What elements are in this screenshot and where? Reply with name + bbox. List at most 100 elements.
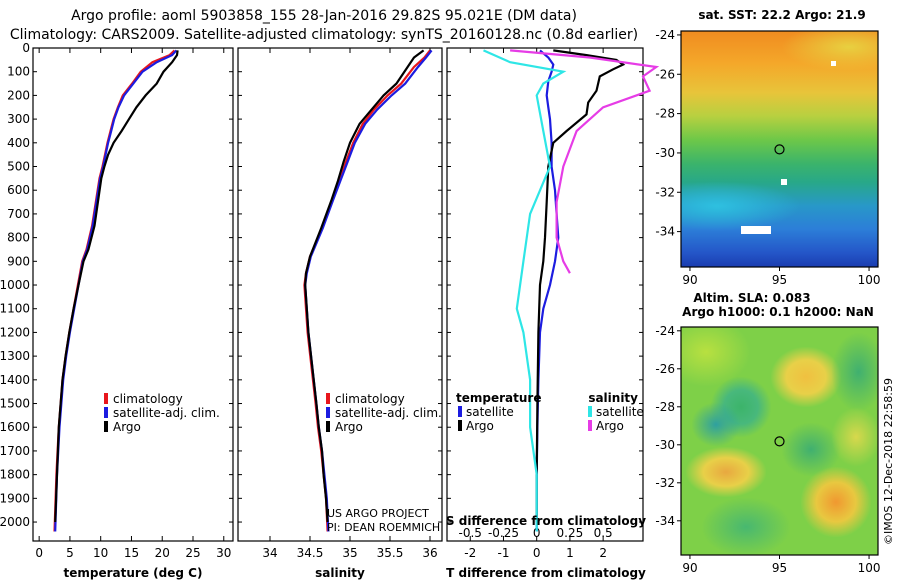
- x-tick-label: -2: [464, 546, 476, 560]
- map-y-tick-label: -30: [655, 438, 675, 452]
- x2-tick-label: -0.5: [459, 526, 482, 540]
- sla-map-image: [681, 327, 878, 555]
- x-tick-label: 34.5: [297, 546, 324, 560]
- series-line-satellite-adj-clim-: [54, 49, 178, 532]
- legend-label-s-argo: Argo: [596, 419, 624, 433]
- y-tick-label: 200: [7, 88, 30, 102]
- x-tick-label: 0: [533, 546, 541, 560]
- map-x-tick-label: 100: [858, 273, 881, 287]
- x-tick-label: 1: [566, 546, 574, 560]
- credit-pi: PI: DEAN ROEMMICH: [327, 521, 440, 534]
- y-tick-label: 400: [7, 136, 30, 150]
- series-line-argo: [54, 50, 179, 523]
- y-tick-label: 800: [7, 231, 30, 245]
- temperature-legend: climatology satellite-adj. clim. Argo: [104, 392, 220, 434]
- y-tick-label: 700: [7, 207, 30, 221]
- x2-tick-label: 0.25: [557, 526, 584, 540]
- argo-location-marker: [774, 436, 785, 447]
- legend-label-t-argo: Argo: [466, 419, 494, 433]
- legend-label-s-satellite: satellite: [596, 405, 644, 419]
- map-x-tick-label: 100: [858, 561, 881, 575]
- x-tick-label: 2: [599, 546, 607, 560]
- legend-swatch-s-satellite: [588, 406, 592, 417]
- x2-tick-label: 0: [533, 526, 541, 540]
- x2-tick-label: -0.25: [488, 526, 519, 540]
- argo-location-marker: [774, 144, 785, 155]
- map-y-tick-label: -28: [655, 107, 675, 121]
- x-tick-label: 30: [216, 546, 231, 560]
- x-tick-label: 15: [124, 546, 139, 560]
- sst-map-panel: sat. SST: 22.2 Argo: 21.9 90 95 100 -24 -26 -…: [655, 8, 880, 287]
- sla-map-title-line2: Argo h1000: 0.1 h2000: NaN: [682, 305, 874, 319]
- map-y-tick-label: -24: [655, 324, 675, 338]
- sla-map-panel: Altim. SLA: 0.083 Argo h1000: 0.1 h2000:…: [655, 291, 880, 575]
- map-y-tick-label: -24: [655, 28, 675, 42]
- legend-label-climatology: climatology: [113, 392, 183, 406]
- series-line-s-satellite: [483, 49, 567, 532]
- legend-label-argo: Argo: [335, 420, 363, 434]
- map-y-tick-label: -32: [655, 476, 675, 490]
- x-tick-label: 10: [93, 546, 108, 560]
- series-line-satellite-adj-clim-: [304, 49, 433, 532]
- salinity-panel: 34 34.5 35 35.5 36 salinity climatology sate…: [237, 47, 443, 580]
- map-x-tick-label: 95: [772, 561, 787, 575]
- y-tick-label: 1700: [0, 444, 30, 458]
- difference-xlabel-t: T difference from climatology: [446, 566, 646, 580]
- x-tick-label: 35: [342, 546, 357, 560]
- temperature-panel: 0 100 200 300 400 500 600 700 800 900 1000 1100 1200…: [0, 41, 234, 580]
- legend-title-salinity: salinity: [588, 391, 638, 405]
- y-tick-label: 500: [7, 160, 30, 174]
- x-tick-label: 36: [422, 546, 437, 560]
- series-line-t-argo: [535, 49, 626, 522]
- map-y-tick-label: -26: [655, 362, 675, 376]
- y-tick-label: 1200: [0, 325, 30, 339]
- sst-map-image: [681, 31, 878, 267]
- map-y-tick-label: -26: [655, 67, 675, 81]
- legend-swatch-climatology: [326, 393, 330, 404]
- map-y-tick-label: -30: [655, 146, 675, 160]
- x-tick-label: 20: [155, 546, 170, 560]
- legend-swatch-t-argo: [458, 420, 462, 431]
- y-tick-label: 1600: [0, 420, 30, 434]
- legend-swatch-t-satellite: [458, 406, 462, 417]
- y-tick-label: 300: [7, 112, 30, 126]
- y-tick-label: 1100: [0, 302, 30, 316]
- series-line-s-argo: [510, 49, 660, 274]
- legend-label-climatology: climatology: [335, 392, 405, 406]
- y-tick-label: 1000: [0, 278, 30, 292]
- x-tick-label: 5: [66, 546, 74, 560]
- legend-swatch-satellite: [326, 407, 330, 418]
- y-tick-label: 100: [7, 65, 30, 79]
- sst-map-title: sat. SST: 22.2 Argo: 21.9: [698, 8, 865, 22]
- salinity-xlabel: salinity: [315, 566, 365, 580]
- difference-plot-frame: [446, 47, 644, 542]
- salinity-plot-frame: [237, 47, 443, 542]
- imos-credit: ©IMOS 12-Dec-2018 22:58:59: [882, 378, 895, 545]
- difference-legend: temperature satellite Argo salinity sate…: [456, 391, 644, 433]
- map-y-tick-label: -34: [655, 225, 675, 239]
- y-tick-label: 600: [7, 183, 30, 197]
- map-x-tick-label: 90: [682, 561, 697, 575]
- difference-panel: -2 -1 0 1 2 -0.5 -0.25 0 0.25 0.5 T difference fr…: [446, 47, 660, 580]
- legend-label-satellite: satellite-adj. clim.: [113, 406, 220, 420]
- x2-tick-label: 0.5: [594, 526, 613, 540]
- legend-swatch-climatology: [104, 393, 108, 404]
- title-line1: Argo profile: aoml 5903858_155 28-Jan-20…: [71, 8, 577, 24]
- temperature-xlabel: temperature (deg C): [64, 566, 203, 580]
- credit-project: US ARGO PROJECT: [327, 507, 429, 520]
- legend-swatch-argo: [104, 421, 108, 432]
- x-tick-label: -1: [497, 546, 509, 560]
- y-tick-label: 900: [7, 254, 30, 268]
- series-line-argo: [304, 49, 425, 523]
- y-tick-label: 1900: [0, 491, 30, 505]
- map-y-tick-label: -34: [655, 514, 675, 528]
- map-y-tick-label: -32: [655, 185, 675, 199]
- legend-swatch-argo: [326, 421, 330, 432]
- y-tick-label: 0: [22, 41, 30, 55]
- map-y-tick-label: -28: [655, 400, 675, 414]
- series-line-climatology: [53, 49, 176, 532]
- salinity-legend: climatology satellite-adj. clim. Argo: [326, 392, 442, 434]
- y-tick-label: 1500: [0, 397, 30, 411]
- map-x-tick-label: 95: [772, 273, 787, 287]
